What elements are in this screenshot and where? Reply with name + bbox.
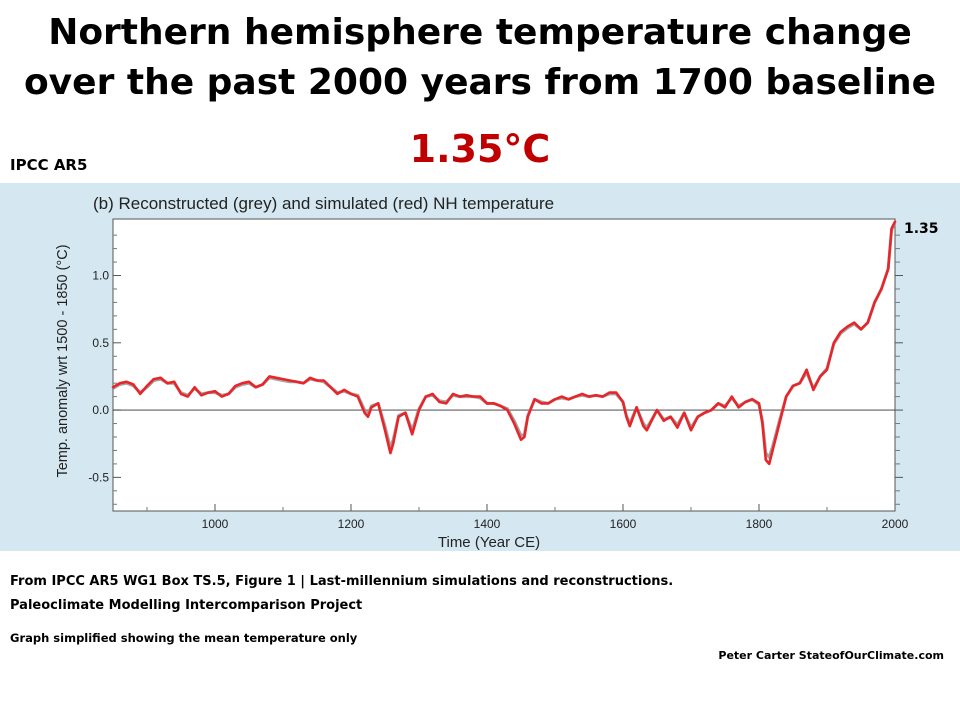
headline-value: 1.35°C <box>409 127 551 171</box>
caption-line-3: Graph simplified showing the mean temper… <box>10 631 358 645</box>
page-title: Northern hemisphere temperature change o… <box>0 8 960 108</box>
source-label: IPCC AR5 <box>10 156 88 174</box>
caption-line-2: Paleoclimate Modelling Intercomparison P… <box>10 598 363 613</box>
caption-line-1: From IPCC AR5 WG1 Box TS.5, Figure 1 | L… <box>10 574 674 589</box>
x-tick-label: 1400 <box>474 517 501 531</box>
y-tick-label: 0.5 <box>92 336 109 350</box>
y-tick-label: 1.0 <box>92 269 109 283</box>
axis-ticks: 1000 1200 1400 1600 1800 2000 -0.5 0.0 0.5 1.0 <box>88 234 909 531</box>
end-value-annotation: 1.35 <box>904 221 939 237</box>
y-tick-label: -0.5 <box>88 470 109 484</box>
title-line-2: over the past 2000 years from 1700 basel… <box>23 62 937 103</box>
simulated-series-line <box>111 220 897 466</box>
y-tick-label: 0.0 <box>92 403 109 417</box>
temperature-chart: (b) Reconstructed (grey) and simulated (… <box>55 194 939 551</box>
x-tick-label: 1600 <box>610 517 637 531</box>
plot-frame <box>112 218 896 512</box>
credit: Peter Carter StateofOurClimate.com <box>718 649 944 662</box>
title-line-1: Northern hemisphere temperature change <box>48 12 912 53</box>
series-layer <box>111 220 897 466</box>
x-tick-label: 2000 <box>882 517 909 531</box>
x-axis-label: Time (Year CE) <box>438 534 540 551</box>
x-tick-label: 1200 <box>338 517 365 531</box>
y-axis-label: Temp. anomaly wrt 1500 - 1850 (°C) <box>55 244 71 477</box>
x-tick-label: 1800 <box>746 517 773 531</box>
x-tick-label: 1000 <box>202 517 229 531</box>
chart-title: (b) Reconstructed (grey) and simulated (… <box>93 194 554 213</box>
